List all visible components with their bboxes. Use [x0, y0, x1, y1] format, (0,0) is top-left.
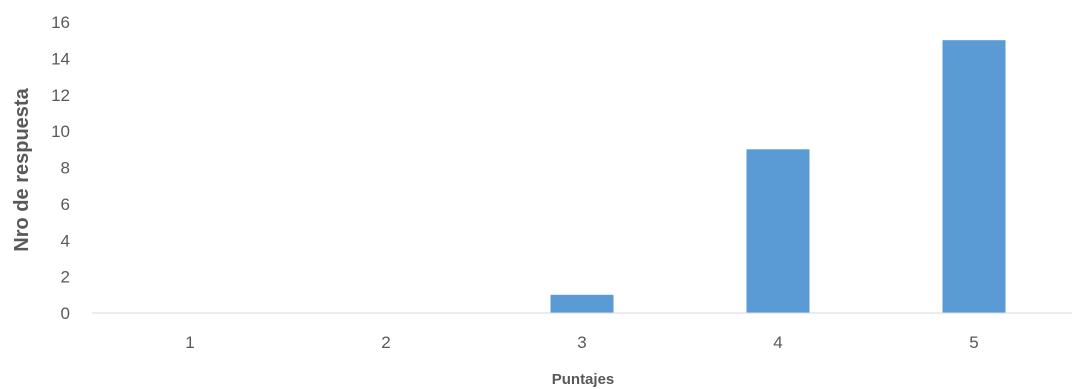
y-tick-label: 2	[61, 268, 70, 287]
x-axis-ticks: 1 2 3 4 5	[185, 333, 978, 352]
bar-5	[942, 40, 1006, 313]
bars	[550, 40, 1006, 313]
x-tick-label: 5	[969, 333, 978, 352]
x-tick-label: 3	[577, 333, 586, 352]
y-tick-label: 8	[61, 159, 70, 178]
y-tick-label: 14	[51, 49, 70, 68]
y-tick-label: 0	[61, 304, 70, 323]
x-axis-title: Puntajes	[552, 371, 615, 388]
x-tick-label: 1	[185, 333, 194, 352]
bar-3	[550, 294, 614, 313]
y-tick-label: 12	[51, 86, 70, 105]
x-tick-label: 2	[381, 333, 390, 352]
y-tick-label: 6	[61, 195, 70, 214]
y-axis-title: Nro de respuesta	[11, 87, 33, 251]
y-tick-label: 10	[51, 122, 70, 141]
y-tick-label: 4	[61, 231, 70, 250]
bar-4	[746, 149, 810, 313]
y-tick-label: 16	[51, 13, 70, 32]
x-tick-label: 4	[773, 333, 782, 352]
y-axis-ticks: 0 2 4 6 8 10 12 14 16	[51, 13, 70, 323]
